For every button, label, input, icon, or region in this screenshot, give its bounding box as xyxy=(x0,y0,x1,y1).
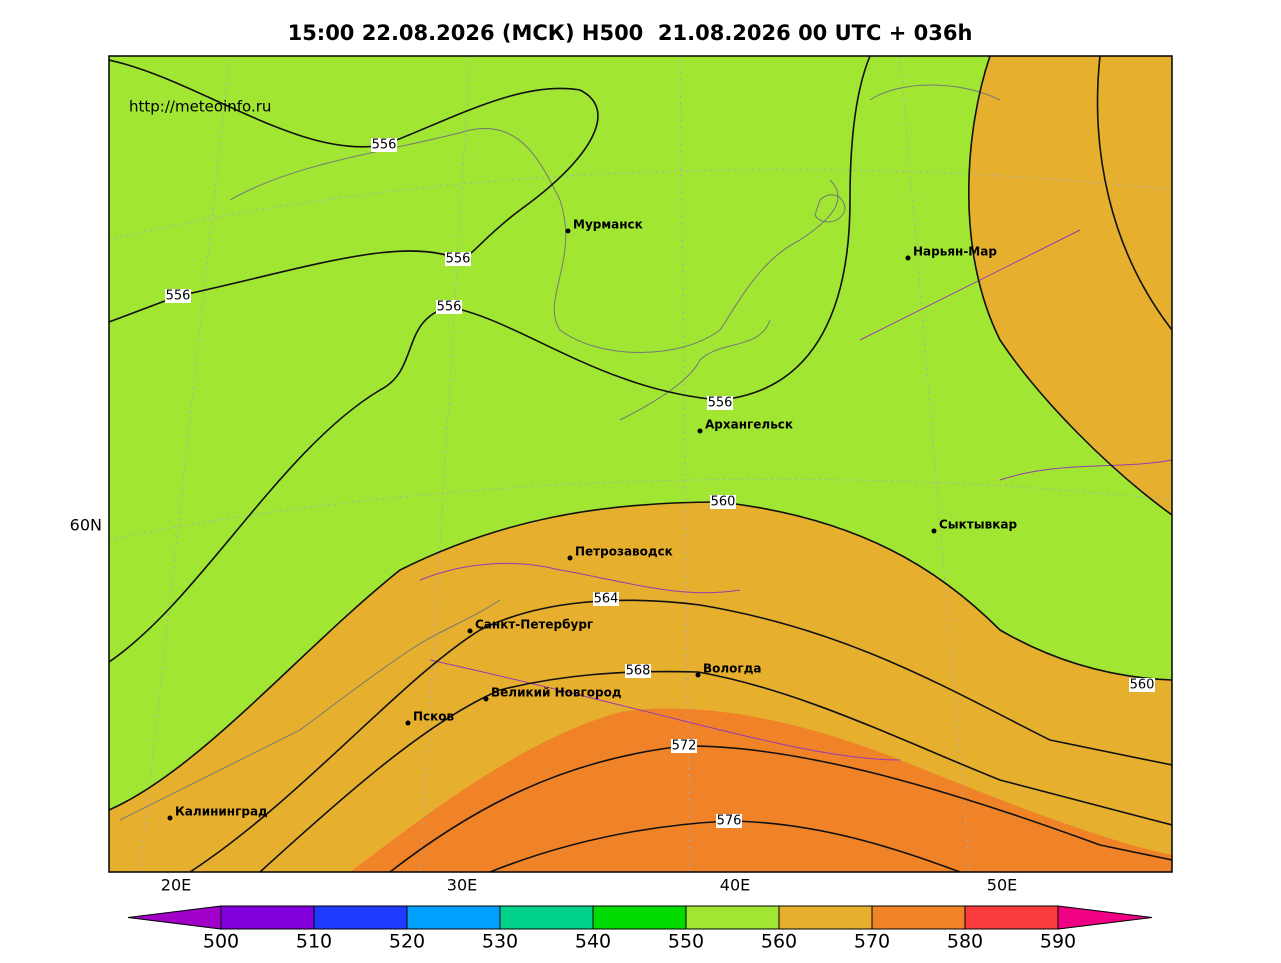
contour-line xyxy=(259,670,1172,872)
lon-label: 20E xyxy=(161,876,191,895)
contour-line xyxy=(109,501,1172,811)
city-dot xyxy=(467,628,473,634)
colorbar: 500 510 520 530 540 550 560 570 580 590 xyxy=(127,905,1153,953)
contour-label-bg xyxy=(371,138,397,152)
map-title: 15:00 22.08.2026 (МСК) H500 21.08.2026 0… xyxy=(288,21,973,45)
city-dot xyxy=(697,428,703,434)
city-label: Нарьян-Мар xyxy=(913,245,997,259)
contour-label-bg xyxy=(716,814,742,828)
coastlines xyxy=(119,84,1001,821)
fill-560-570 xyxy=(968,56,1172,515)
contour-label-bg xyxy=(625,664,651,678)
colorbar-tick-label: 510 xyxy=(296,931,332,953)
colorbar-tick-label: 590 xyxy=(1040,931,1076,953)
city-label: Архангельск xyxy=(705,418,793,432)
contour-label-bg xyxy=(445,252,471,266)
contour-label: 568 xyxy=(626,664,651,679)
contour-label-bg xyxy=(593,592,619,606)
contour-label: 576 xyxy=(717,814,742,829)
city-dot xyxy=(405,720,411,726)
colorbar-segment xyxy=(778,905,873,930)
colorbar-segment xyxy=(220,905,315,930)
borders xyxy=(419,229,1172,761)
map-overlay: Мурманск Нарьян-Мар Архангельск Сыктывкар Пе… xyxy=(165,138,1155,829)
city-label: Вологда xyxy=(703,662,761,676)
lon-label: 50E xyxy=(987,876,1017,895)
colorbar-tick-label: 560 xyxy=(761,931,797,953)
axis-labels: 20E 30E 40E 50E 60N xyxy=(70,516,1018,895)
city-dot xyxy=(565,228,571,234)
contour-label-bg xyxy=(671,739,697,753)
colorbar-extend-low xyxy=(127,905,222,930)
contour-label: 560 xyxy=(1130,678,1155,693)
city-dot xyxy=(567,555,573,561)
contour-line xyxy=(967,56,1172,516)
colorbar-tick-label: 520 xyxy=(389,931,425,953)
contour-label-bg xyxy=(710,495,736,509)
contour-line xyxy=(109,56,871,663)
colorbar-extend-high xyxy=(1057,905,1153,930)
colorbar-segment xyxy=(964,905,1059,930)
city-dot xyxy=(905,255,911,261)
contour-label: 556 xyxy=(372,138,397,153)
contour-label: 564 xyxy=(594,592,619,607)
city-dot xyxy=(931,528,937,534)
city-dot xyxy=(483,696,489,702)
city-dot xyxy=(695,672,701,678)
colorbar-segment xyxy=(592,905,687,930)
colorbar-tick-label: 530 xyxy=(482,931,518,953)
contour-label-bg xyxy=(1129,678,1155,692)
fill-570-580 xyxy=(350,708,1172,872)
colorbar-tick-label: 550 xyxy=(668,931,704,953)
contour-label: 572 xyxy=(672,739,697,754)
map-frame xyxy=(108,55,1173,873)
contour-label-bg xyxy=(436,300,462,314)
city-label: Великий Новгород xyxy=(491,686,622,700)
colorbar-segment xyxy=(871,905,966,930)
source-url: http://meteoinfo.ru xyxy=(129,98,271,116)
lon-label: 30E xyxy=(447,876,477,895)
graticule xyxy=(109,56,1172,872)
city-label: Калининград xyxy=(175,805,268,819)
contour-label: 556 xyxy=(166,289,191,304)
colorbar-tick-label: 540 xyxy=(575,931,611,953)
city-label: Псков xyxy=(413,710,455,724)
lat-label: 60N xyxy=(70,516,102,535)
colorbar-segment xyxy=(406,905,501,930)
colorbar-segment xyxy=(313,905,408,930)
city-dot xyxy=(167,815,173,821)
contour-label: 556 xyxy=(708,396,733,411)
colorbar-tick-label: 500 xyxy=(203,931,239,953)
contour-line xyxy=(109,59,599,323)
contour-label: 556 xyxy=(437,300,462,315)
city-label: Санкт-Петербург xyxy=(475,618,593,632)
colorbar-tick-label: 580 xyxy=(947,931,983,953)
map-area: Мурманск Нарьян-Мар Архангельск Сыктывкар Пе… xyxy=(109,56,1172,872)
contour-label-bg xyxy=(707,396,733,410)
city-label: Сыктывкар xyxy=(939,518,1017,532)
contour-label: 556 xyxy=(446,252,471,267)
contour-label-bg xyxy=(165,289,191,303)
colorbar-tick-label: 570 xyxy=(854,931,890,953)
contour-label: 560 xyxy=(711,495,736,510)
lon-label: 40E xyxy=(720,876,750,895)
contour-line xyxy=(189,599,1172,872)
city-label: Мурманск xyxy=(573,218,643,232)
city-label: Петрозаводск xyxy=(575,545,673,559)
colorbar-segment xyxy=(499,905,594,930)
colorbar-segment xyxy=(685,905,780,930)
contour-line xyxy=(1096,56,1172,331)
